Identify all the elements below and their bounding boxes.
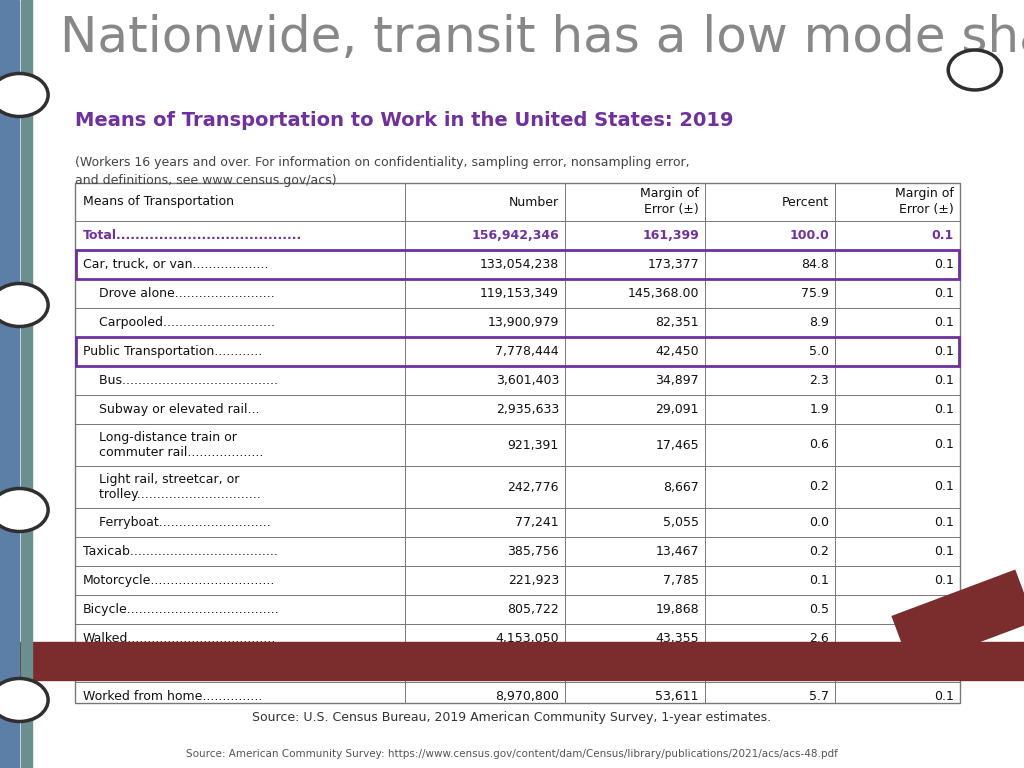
Text: 53,611: 53,611 bbox=[655, 690, 699, 703]
Text: Other means...........................: Other means........................... bbox=[83, 661, 272, 674]
Text: 242,776: 242,776 bbox=[508, 481, 559, 494]
Text: 0.0: 0.0 bbox=[809, 516, 829, 529]
Text: 0.1: 0.1 bbox=[934, 481, 954, 494]
Text: 0.1: 0.1 bbox=[934, 287, 954, 300]
Text: 1.9: 1.9 bbox=[809, 403, 829, 416]
Bar bbox=[75, 183, 961, 703]
Text: Total.......................................: Total...................................… bbox=[83, 229, 302, 242]
Text: Worked from home...............: Worked from home............... bbox=[83, 690, 262, 703]
Text: 5.7: 5.7 bbox=[809, 690, 829, 703]
Text: 0.1: 0.1 bbox=[934, 316, 954, 329]
Text: 2.6: 2.6 bbox=[809, 632, 829, 645]
Text: Bicycle......................................: Bicycle.................................… bbox=[83, 603, 280, 616]
Text: 42,450: 42,450 bbox=[655, 345, 699, 358]
Text: 145,368.00: 145,368.00 bbox=[628, 287, 699, 300]
Text: 43,355: 43,355 bbox=[655, 632, 699, 645]
Text: 0.2: 0.2 bbox=[809, 545, 829, 558]
Text: Bus.......................................: Bus.....................................… bbox=[83, 374, 278, 387]
Text: Walked.....................................: Walked..................................… bbox=[83, 632, 276, 645]
Text: 0.1: 0.1 bbox=[934, 661, 954, 674]
Text: 0.1: 0.1 bbox=[934, 516, 954, 529]
Text: 0.1: 0.1 bbox=[932, 229, 954, 242]
Text: Nationwide, transit has a low mode share: Nationwide, transit has a low mode share bbox=[60, 14, 1024, 62]
Text: 173,377: 173,377 bbox=[647, 258, 699, 271]
Text: Drove alone.........................: Drove alone......................... bbox=[83, 287, 274, 300]
Text: Long-distance train or
    commuter rail...................: Long-distance train or commuter rail....… bbox=[83, 431, 263, 459]
Text: 1,571,323: 1,571,323 bbox=[496, 661, 559, 674]
Text: 221,923: 221,923 bbox=[508, 574, 559, 587]
Text: 0.6: 0.6 bbox=[809, 439, 829, 452]
Text: 84.8: 84.8 bbox=[801, 258, 829, 271]
Text: 0.1: 0.1 bbox=[934, 258, 954, 271]
Text: 0.1: 0.1 bbox=[934, 603, 954, 616]
Text: 8,667: 8,667 bbox=[664, 481, 699, 494]
Text: Ferryboat............................: Ferryboat............................ bbox=[83, 516, 270, 529]
Text: 82,351: 82,351 bbox=[655, 316, 699, 329]
Text: 0.5: 0.5 bbox=[809, 603, 829, 616]
Text: Light rail, streetcar, or
    trolley...............................: Light rail, streetcar, or trolley.......… bbox=[83, 473, 261, 502]
Text: 0.1: 0.1 bbox=[934, 632, 954, 645]
Text: 1.0: 1.0 bbox=[809, 661, 829, 674]
Text: Source: U.S. Census Bureau, 2019 American Community Survey, 1-year estimates.: Source: U.S. Census Bureau, 2019 America… bbox=[253, 711, 771, 724]
Text: 0.1: 0.1 bbox=[934, 439, 954, 452]
Text: Car, truck, or van...................: Car, truck, or van................... bbox=[83, 258, 268, 271]
Text: 75.9: 75.9 bbox=[801, 287, 829, 300]
Text: (Workers 16 years and over. For information on confidentiality, sampling error, : (Workers 16 years and over. For informat… bbox=[75, 156, 689, 187]
Text: Means of Transportation to Work in the United States: 2019: Means of Transportation to Work in the U… bbox=[75, 111, 733, 130]
Text: 29,091: 29,091 bbox=[655, 403, 699, 416]
Bar bbox=[76, 337, 959, 366]
Text: 2,935,633: 2,935,633 bbox=[496, 403, 559, 416]
Text: 17,465: 17,465 bbox=[655, 439, 699, 452]
Text: 7,785: 7,785 bbox=[663, 574, 699, 587]
Text: 156,942,346: 156,942,346 bbox=[471, 229, 559, 242]
Text: 119,153,349: 119,153,349 bbox=[480, 287, 559, 300]
Text: 8,970,800: 8,970,800 bbox=[496, 690, 559, 703]
Text: 0.1: 0.1 bbox=[809, 574, 829, 587]
Text: 77,241: 77,241 bbox=[515, 516, 559, 529]
Text: 100.0: 100.0 bbox=[790, 229, 829, 242]
Text: 13,467: 13,467 bbox=[655, 545, 699, 558]
Text: 34,897: 34,897 bbox=[655, 374, 699, 387]
Text: Means of Transportation: Means of Transportation bbox=[83, 196, 234, 208]
Text: 19,868: 19,868 bbox=[655, 603, 699, 616]
Text: 5.0: 5.0 bbox=[809, 345, 829, 358]
Text: 7,778,444: 7,778,444 bbox=[496, 345, 559, 358]
Text: Margin of
Error (±): Margin of Error (±) bbox=[895, 187, 954, 217]
Text: 385,756: 385,756 bbox=[507, 545, 559, 558]
Text: 0.1: 0.1 bbox=[934, 374, 954, 387]
Text: 161,399: 161,399 bbox=[642, 229, 699, 242]
Text: Number: Number bbox=[509, 196, 559, 208]
Text: 13,900,979: 13,900,979 bbox=[487, 316, 559, 329]
Text: 27,465: 27,465 bbox=[655, 661, 699, 674]
Text: 0.1: 0.1 bbox=[934, 345, 954, 358]
Text: 133,054,238: 133,054,238 bbox=[480, 258, 559, 271]
Text: 2.3: 2.3 bbox=[809, 374, 829, 387]
Text: 805,722: 805,722 bbox=[507, 603, 559, 616]
Text: 0.1: 0.1 bbox=[934, 690, 954, 703]
Text: 0.1: 0.1 bbox=[934, 403, 954, 416]
Text: Subway or elevated rail...: Subway or elevated rail... bbox=[83, 403, 259, 416]
Text: 0.1: 0.1 bbox=[934, 574, 954, 587]
Text: 921,391: 921,391 bbox=[508, 439, 559, 452]
Text: Source: American Community Survey: https://www.census.gov/content/dam/Census/lib: Source: American Community Survey: https… bbox=[186, 749, 838, 759]
Text: Percent: Percent bbox=[782, 196, 829, 208]
Text: Taxicab.....................................: Taxicab.................................… bbox=[83, 545, 278, 558]
Text: 8.9: 8.9 bbox=[809, 316, 829, 329]
Text: Public Transportation............: Public Transportation............ bbox=[83, 345, 262, 358]
Text: 5,055: 5,055 bbox=[663, 516, 699, 529]
Bar bbox=[76, 250, 959, 279]
Text: Motorcycle...............................: Motorcycle..............................… bbox=[83, 574, 275, 587]
Text: Carpooled............................: Carpooled............................ bbox=[83, 316, 275, 329]
Text: Margin of
Error (±): Margin of Error (±) bbox=[640, 187, 699, 217]
Text: 0.1: 0.1 bbox=[934, 545, 954, 558]
Text: 4,153,050: 4,153,050 bbox=[496, 632, 559, 645]
Text: 3,601,403: 3,601,403 bbox=[496, 374, 559, 387]
Text: 0.2: 0.2 bbox=[809, 481, 829, 494]
